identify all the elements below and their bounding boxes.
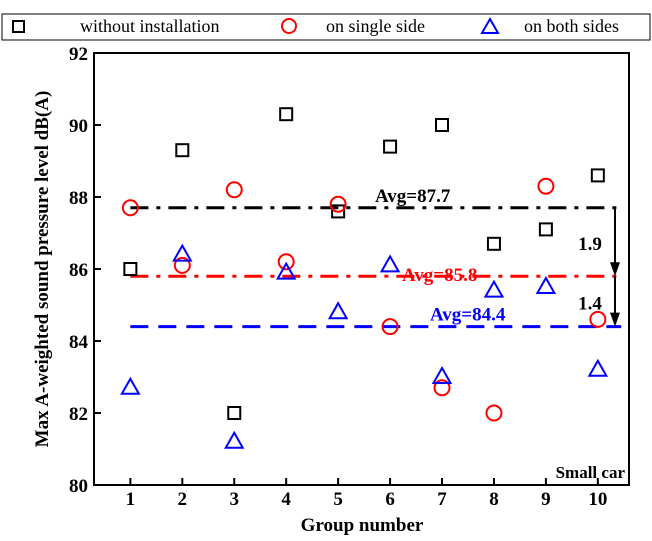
- data-point-circle: [589, 310, 607, 328]
- data-point-square: [331, 204, 346, 219]
- data-points: [120, 107, 609, 449]
- plot-area-frame: [93, 52, 630, 486]
- data-point-circle: [485, 404, 503, 422]
- average-label: Avg=84.4: [430, 305, 506, 326]
- data-point-square: [590, 168, 605, 183]
- data-point-triangle: [431, 365, 453, 384]
- data-point-triangle: [172, 243, 193, 262]
- y-tick-label: 92: [69, 44, 88, 65]
- x-tick-label: 1: [126, 489, 136, 510]
- y-tick-label: 82: [69, 404, 88, 425]
- legend-circle-marker-icon: [281, 18, 297, 34]
- legend-label-on-both-sides: on both sides: [524, 16, 619, 36]
- data-point-square: [175, 143, 190, 158]
- data-point-triangle: [120, 376, 141, 395]
- small-car-annotation: Small car: [556, 463, 626, 482]
- data-point-square: [279, 107, 294, 122]
- data-point-triangle: [587, 358, 609, 377]
- data-point-circle: [173, 256, 191, 274]
- annotations: 1.9 1.4: [578, 207, 620, 327]
- y-tick-label: 90: [69, 116, 88, 137]
- x-tick-label: 5: [333, 489, 343, 510]
- data-point-circle: [381, 318, 399, 336]
- legend-frame: [1, 13, 651, 41]
- data-point-triangle: [483, 279, 505, 298]
- data-point-square: [383, 139, 398, 154]
- average-lines: Avg=87.7 Avg=85.8 Avg=84.4: [130, 186, 622, 329]
- data-point-circle: [433, 379, 451, 397]
- difference-arrow-head: [610, 262, 620, 277]
- y-tick-label: 84: [69, 332, 89, 353]
- legend-triangle-marker-icon: [480, 16, 500, 34]
- data-point-triangle: [327, 301, 349, 320]
- x-tick-label: 9: [541, 489, 551, 510]
- difference-label: 1.9: [578, 234, 602, 255]
- data-point-circle: [277, 253, 295, 271]
- legend-square-marker-icon: [12, 20, 25, 33]
- x-tick-label: 10: [588, 489, 607, 510]
- legend-label-without-installation: without installation: [80, 16, 220, 36]
- difference-arrow-head: [610, 312, 620, 327]
- y-tick-label: 88: [69, 188, 88, 209]
- difference-label: 1.4: [578, 293, 602, 314]
- legend-label-on-single-side: on single side: [326, 16, 425, 36]
- data-point-square: [538, 222, 553, 237]
- x-axis-label: Group number: [301, 515, 424, 536]
- data-point-triangle: [535, 275, 557, 294]
- x-tick-label: 7: [437, 489, 447, 510]
- data-point-square: [227, 406, 242, 420]
- data-point-triangle: [379, 254, 401, 273]
- data-point-triangle: [275, 261, 297, 280]
- axes: 80 82 84 86 88 90 92 1 2 3 4 5 6 7 8 9 10: [69, 44, 607, 510]
- y-axis-label: Max A-weighted sound pressure level dB(A…: [32, 91, 53, 448]
- x-tick-label: 8: [489, 489, 499, 510]
- data-point-circle: [537, 177, 555, 195]
- x-tick-label: 6: [385, 489, 395, 510]
- x-tick-label: 4: [281, 489, 291, 510]
- data-point-square: [123, 262, 138, 276]
- data-point-circle: [225, 181, 243, 199]
- average-label: Avg=85.8: [402, 265, 477, 286]
- data-point-square: [435, 118, 450, 132]
- data-point-circle: [329, 195, 347, 213]
- x-tick-label: 3: [229, 489, 239, 510]
- data-point-triangle: [224, 430, 245, 449]
- average-label: Avg=87.7: [375, 186, 451, 207]
- y-tick-label: 86: [69, 260, 88, 281]
- data-point-circle: [121, 199, 139, 217]
- y-tick-label: 80: [69, 476, 88, 497]
- legend: without installation on single side on b…: [1, 13, 651, 41]
- x-tick-label: 2: [178, 489, 188, 510]
- data-point-square: [486, 236, 501, 251]
